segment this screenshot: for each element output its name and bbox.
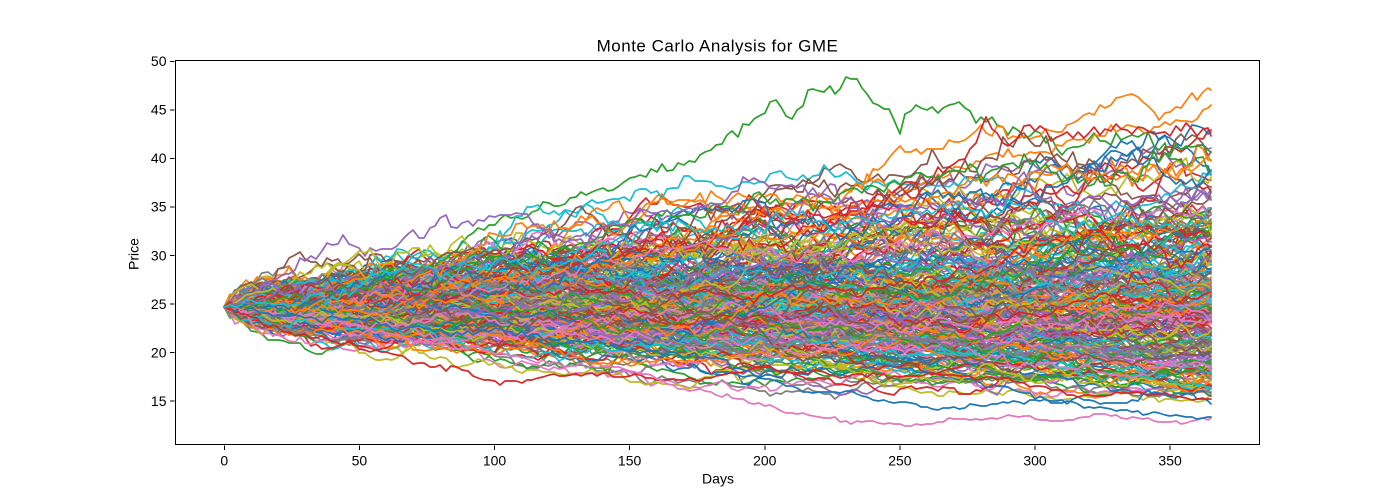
- svg-text:25: 25: [151, 296, 167, 312]
- svg-text:100: 100: [483, 452, 507, 468]
- svg-text:20: 20: [151, 344, 167, 360]
- svg-text:50: 50: [151, 53, 167, 69]
- svg-text:15: 15: [151, 393, 167, 409]
- svg-text:150: 150: [618, 452, 642, 468]
- svg-text:50: 50: [352, 452, 368, 468]
- svg-text:Price: Price: [126, 238, 142, 270]
- svg-text:300: 300: [1023, 452, 1047, 468]
- svg-text:250: 250: [888, 452, 912, 468]
- svg-text:350: 350: [1158, 452, 1182, 468]
- svg-text:35: 35: [151, 199, 167, 215]
- svg-text:30: 30: [151, 247, 167, 263]
- svg-text:40: 40: [151, 150, 167, 166]
- svg-text:Days: Days: [702, 471, 734, 487]
- svg-text:Monte Carlo Analysis for GME: Monte Carlo Analysis for GME: [597, 37, 839, 56]
- svg-text:200: 200: [753, 452, 777, 468]
- svg-text:45: 45: [151, 102, 167, 118]
- svg-text:0: 0: [220, 452, 228, 468]
